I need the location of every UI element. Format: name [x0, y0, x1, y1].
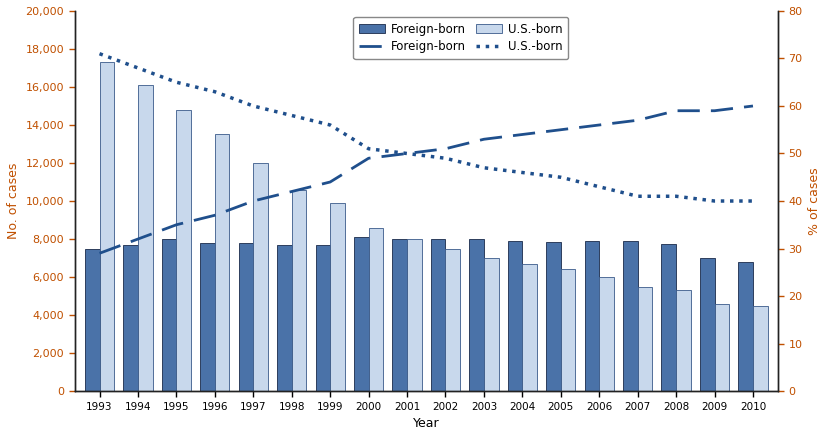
Bar: [238, 243, 253, 391]
Bar: [560, 270, 575, 391]
Bar: [99, 62, 114, 391]
Bar: [738, 262, 752, 391]
Bar: [699, 258, 714, 391]
Bar: [123, 245, 138, 391]
Bar: [214, 135, 229, 391]
Bar: [469, 239, 483, 391]
Bar: [138, 85, 152, 391]
Legend: Foreign-born, Foreign-born, U.S.-born, U.S.-born: Foreign-born, Foreign-born, U.S.-born, U…: [353, 17, 567, 59]
X-axis label: Year: Year: [413, 417, 439, 430]
Bar: [522, 264, 536, 391]
Bar: [622, 241, 637, 391]
Y-axis label: % of cases: % of cases: [807, 167, 820, 235]
Bar: [176, 110, 191, 391]
Bar: [584, 241, 599, 391]
Bar: [407, 239, 421, 391]
Bar: [676, 290, 690, 391]
Bar: [546, 242, 560, 391]
Bar: [483, 258, 498, 391]
Bar: [752, 305, 767, 391]
Bar: [599, 277, 613, 391]
Y-axis label: No. of cases: No. of cases: [7, 163, 20, 239]
Bar: [291, 190, 306, 391]
Bar: [277, 245, 291, 391]
Bar: [445, 249, 460, 391]
Bar: [161, 239, 176, 391]
Bar: [85, 249, 99, 391]
Bar: [315, 245, 330, 391]
Bar: [368, 228, 383, 391]
Bar: [661, 244, 676, 391]
Bar: [253, 163, 268, 391]
Bar: [354, 237, 368, 391]
Bar: [714, 304, 729, 391]
Bar: [507, 241, 522, 391]
Bar: [392, 239, 407, 391]
Bar: [637, 287, 652, 391]
Bar: [330, 203, 344, 391]
Bar: [430, 239, 445, 391]
Bar: [200, 243, 214, 391]
